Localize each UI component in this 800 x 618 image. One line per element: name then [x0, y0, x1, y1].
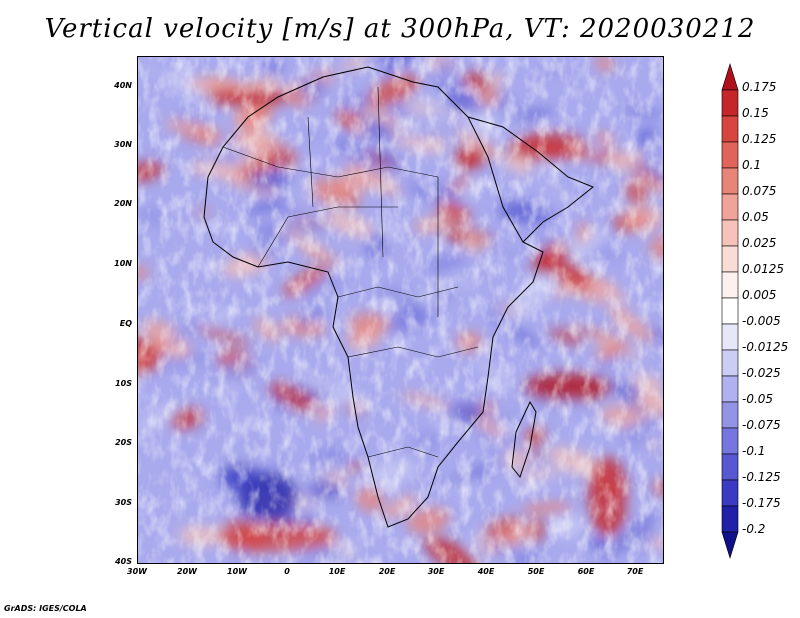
- colorbar-label: 0.005: [742, 288, 777, 302]
- colorbar-segment: [721, 297, 739, 325]
- colorbar-segment: [721, 323, 739, 351]
- colorbar-label: 0.05: [742, 210, 769, 224]
- lat-label-40s: 40S: [115, 557, 132, 566]
- colorbar-scale: [721, 62, 739, 560]
- colorbar-segment: [721, 167, 739, 195]
- colorbar-label: -0.075: [742, 418, 781, 432]
- colorbar-segment: [721, 245, 739, 273]
- arabia-coastline: [467, 116, 594, 243]
- lon-label-70e: 70E: [626, 567, 644, 576]
- lon-label-60e: 60E: [577, 567, 595, 576]
- lon-label-10w: 10W: [227, 567, 247, 576]
- colorbar-segment: [721, 89, 739, 117]
- lat-label-10n: 10N: [114, 259, 132, 268]
- colorbar-segment: [721, 219, 739, 247]
- colorbar-label: -0.1: [742, 444, 766, 458]
- lat-label-20n: 20N: [114, 199, 132, 208]
- colorbar-bottom-arrow: [721, 531, 739, 560]
- colorbar-segment: [721, 479, 739, 507]
- colorbar-label: 0.1: [742, 158, 762, 172]
- country-border: [367, 446, 439, 458]
- lon-label-30e: 30E: [427, 567, 445, 576]
- lat-label-10s: 10S: [115, 379, 132, 388]
- lon-label-30w: 30W: [127, 567, 147, 576]
- colorbar-segment: [721, 193, 739, 221]
- country-border: [347, 346, 479, 358]
- colorbar-segment: [721, 401, 739, 429]
- colorbar-segment: [721, 115, 739, 143]
- colorbar-label: -0.05: [742, 392, 774, 406]
- madagascar-coastline: [511, 400, 537, 479]
- colorbar-label: 0.175: [742, 80, 777, 94]
- lon-label-10e: 10E: [328, 567, 346, 576]
- lon-label-20e: 20E: [378, 567, 396, 576]
- colorbar-segment: [721, 427, 739, 455]
- colorbar-label: -0.025: [742, 366, 781, 380]
- colorbar-label: 0.15: [742, 106, 769, 120]
- country-border: [257, 206, 398, 268]
- colorbar-label: -0.005: [742, 314, 781, 328]
- colorbar-label: -0.175: [742, 496, 781, 510]
- colorbar-label: -0.125: [742, 470, 781, 484]
- colorbar-segment: [721, 505, 739, 533]
- colorbar-label: -0.0125: [742, 340, 789, 354]
- colorbar-segment: [721, 375, 739, 403]
- colorbar-segment: [721, 141, 739, 169]
- lat-label-40n: 40N: [114, 81, 132, 90]
- colorbar-segment: [721, 271, 739, 299]
- colorbar-label: 0.125: [742, 132, 777, 146]
- vertical-velocity-field: [138, 57, 663, 563]
- map-title: Vertical velocity [m/s] at 300hPa, VT: 2…: [44, 14, 756, 44]
- lon-label-0: 0: [284, 567, 290, 576]
- colorbar-label: 0.0125: [742, 262, 784, 276]
- footer-credit: GrADS: IGES/COLA: [4, 604, 87, 613]
- colorbar-segment: [721, 453, 739, 481]
- colorbar-label: 0.075: [742, 184, 777, 198]
- lat-label-20s: 20S: [115, 438, 132, 447]
- country-border: [307, 116, 314, 208]
- africa-coastline: [203, 66, 544, 528]
- colorbar-label: -0.2: [742, 522, 766, 536]
- lat-label-30n: 30N: [114, 140, 132, 149]
- lat-label-eq: EQ: [119, 319, 132, 328]
- colorbar: 0.175 0.15 0.125 0.1 0.075 0.05 0.025 0.…: [718, 60, 800, 560]
- lon-label-20w: 20W: [177, 567, 197, 576]
- country-border: [377, 86, 384, 258]
- colorbar-top-arrow: [721, 62, 739, 91]
- lon-label-50e: 50E: [527, 567, 545, 576]
- colorbar-segment: [721, 349, 739, 377]
- colorbar-label: 0.025: [742, 236, 777, 250]
- lat-label-30s: 30S: [115, 498, 132, 507]
- country-border: [222, 146, 439, 178]
- lon-label-40e: 40E: [477, 567, 495, 576]
- map-plot-area: [137, 56, 664, 564]
